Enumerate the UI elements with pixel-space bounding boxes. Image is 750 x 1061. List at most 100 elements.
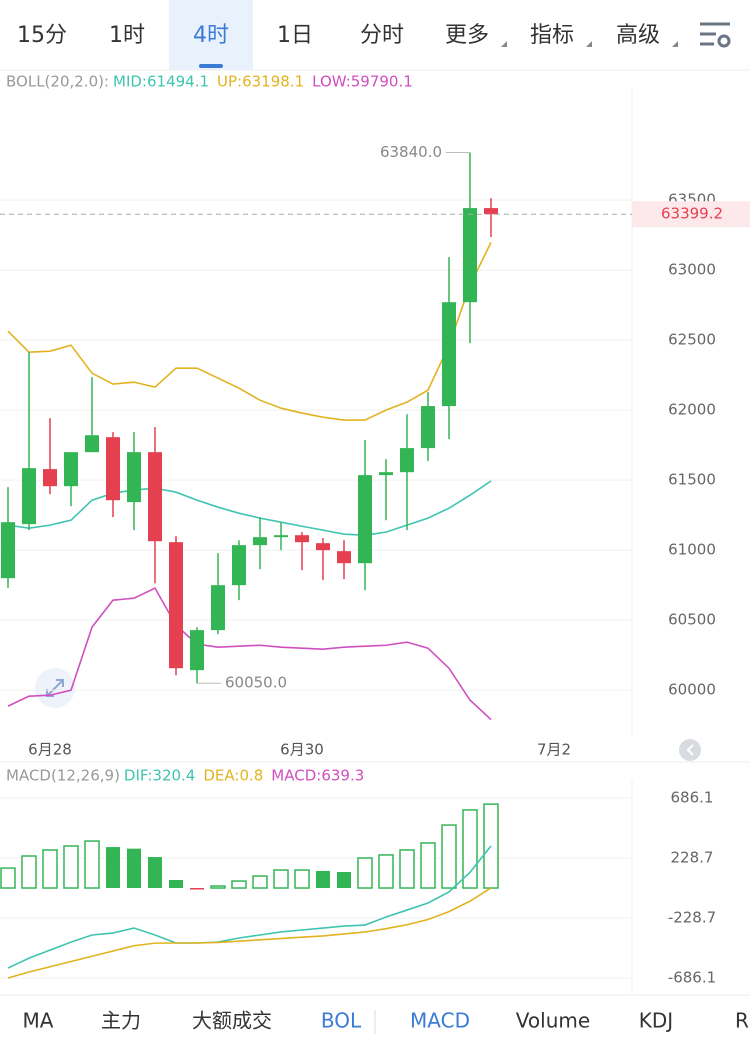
y-tick-label: 61500 — [668, 471, 716, 489]
candle-body — [1, 522, 15, 579]
active-tab-underline — [199, 64, 223, 68]
indicator-tab[interactable]: MA — [23, 1009, 54, 1033]
boll-line — [7, 242, 492, 421]
min-marker-label: 60050.0 — [225, 674, 287, 692]
y-tick-label: 60000 — [668, 681, 716, 699]
candle-body — [295, 535, 309, 543]
dropdown-triangle — [672, 41, 678, 47]
y-tick-label: 60500 — [668, 611, 716, 629]
candle-body — [169, 542, 183, 669]
legend-item: DIF:320.4 — [124, 767, 195, 785]
tab-label[interactable]: 更多 — [445, 23, 489, 48]
x-tick-label: 7月2 — [537, 741, 571, 759]
tab-label[interactable]: 高级 — [616, 23, 660, 48]
tab-label[interactable]: 4时 — [193, 23, 229, 48]
tab-label[interactable]: 指标 — [530, 23, 574, 48]
y-tick-label: 686.1 — [671, 788, 714, 806]
y-tick-label: -686.1 — [668, 969, 716, 987]
macd-bar — [337, 872, 351, 889]
candle-body — [127, 452, 141, 503]
candle-body — [274, 535, 288, 538]
legend-item: LOW:59790.1 — [312, 73, 413, 91]
macd-bar — [316, 870, 330, 889]
macd-bar — [399, 849, 415, 889]
indicator-tab[interactable]: Volume — [516, 1009, 590, 1033]
settings-icon[interactable] — [700, 22, 731, 48]
dropdown-triangle — [501, 41, 507, 47]
dropdown-triangle — [586, 41, 592, 47]
macd-bar — [63, 845, 79, 889]
collapse-circle — [679, 739, 701, 761]
macd-bar — [84, 840, 100, 889]
candle-body — [337, 551, 351, 564]
y-tick-label: 62500 — [668, 331, 716, 349]
y-tick-label: 228.7 — [671, 849, 714, 867]
macd-bar — [231, 880, 247, 889]
macd-bar — [169, 880, 183, 889]
macd-bar — [420, 842, 436, 889]
candle-body — [85, 435, 99, 453]
indicator-tab[interactable]: RSI — [735, 1009, 750, 1033]
indicator-tab[interactable]: BOL — [321, 1009, 362, 1033]
macd-line — [7, 887, 492, 979]
macd-bar — [357, 857, 373, 889]
expand-button[interactable] — [35, 668, 75, 708]
collapse-button[interactable] — [679, 739, 701, 761]
max-marker-label: 63840.0 — [380, 143, 442, 161]
candle-body — [148, 452, 162, 542]
candle-body — [43, 469, 57, 487]
macd-bar — [148, 857, 162, 889]
macd-bar — [21, 855, 37, 889]
legend-title: MACD(12,26,9) — [6, 767, 120, 785]
y-tick-label: 63000 — [668, 261, 716, 279]
tab-label[interactable]: 15分 — [17, 23, 67, 48]
macd-bar — [378, 854, 394, 889]
macd-bar — [252, 875, 268, 889]
macd-bar — [0, 867, 16, 889]
legend-item: MACD:639.3 — [271, 767, 364, 785]
indicator-tab[interactable]: 主力 — [101, 1009, 141, 1033]
macd-bar — [273, 869, 289, 889]
candle-body — [316, 543, 330, 551]
macd-bar — [42, 849, 58, 889]
candle-body — [484, 208, 498, 215]
macd-bar — [190, 888, 204, 890]
boll-line — [7, 480, 492, 536]
y-tick-label: 62000 — [668, 401, 716, 419]
x-tick-label: 6月28 — [28, 741, 72, 759]
candle-body — [379, 472, 393, 476]
tab-label[interactable]: 分时 — [360, 23, 404, 48]
x-tick-label: 6月30 — [280, 741, 324, 759]
macd-bar — [127, 848, 141, 889]
candle-body — [400, 448, 414, 473]
icon-gear — [717, 34, 731, 48]
legend-item: DEA:0.8 — [203, 767, 263, 785]
macd-bar — [441, 824, 457, 889]
indicator-tab[interactable]: KDJ — [639, 1009, 673, 1033]
candle-body — [463, 208, 477, 303]
candle-body — [232, 545, 246, 586]
candle-body — [64, 452, 78, 487]
candle-body — [22, 468, 36, 525]
macd-line — [7, 845, 492, 969]
last-price-label: 63399.2 — [661, 205, 723, 223]
last-price-tag — [632, 201, 750, 228]
candle-body — [358, 475, 372, 564]
tab-label[interactable]: 1时 — [109, 23, 145, 48]
indicator-tab[interactable]: MACD — [410, 1009, 470, 1033]
y-tick-label: -228.7 — [668, 909, 716, 927]
legend-item: MID:61494.1 — [113, 73, 209, 91]
boll-line — [7, 587, 492, 721]
legend-item: UP:63198.1 — [217, 73, 304, 91]
legend-title: BOLL(20,2.0): — [6, 73, 109, 91]
macd-bar — [294, 869, 310, 889]
candle-body — [253, 537, 267, 546]
candle-body — [421, 406, 435, 449]
indicator-tab[interactable]: 大额成交 — [192, 1009, 272, 1033]
candle-body — [211, 585, 225, 631]
candle-body — [442, 302, 456, 407]
tab-label[interactable]: 1日 — [277, 23, 313, 48]
